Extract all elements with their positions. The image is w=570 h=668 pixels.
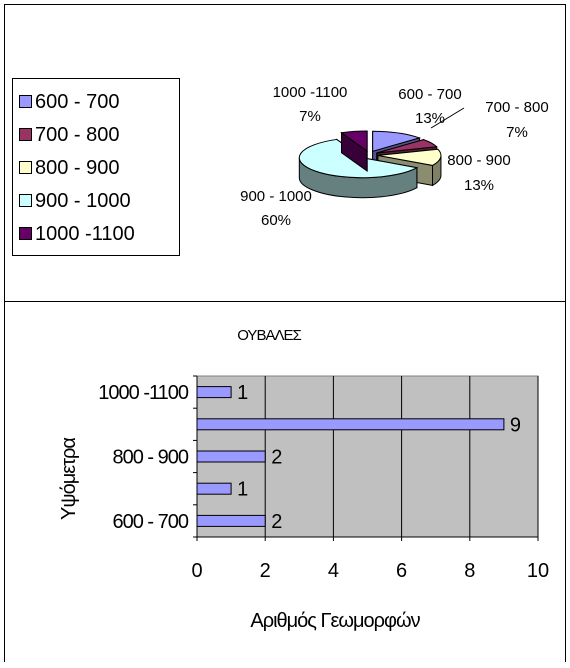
- x-axis-label: Αριθμός Γεωμορφών: [250, 610, 420, 632]
- pie-category-label: 800 - 900: [447, 152, 510, 169]
- y-tick-label: 600 - 700: [112, 511, 188, 533]
- y-tick-labels: 600 - 700 800 - 900 1000 -1100: [98, 382, 190, 533]
- legend-label: 700 - 800: [35, 123, 120, 146]
- pie-percent-label: 7%: [506, 124, 528, 141]
- pie-chart: 1000 -1100 7% 600 - 700 13% 700 - 800 7%…: [240, 84, 549, 229]
- slice-top: [377, 148, 442, 166]
- pie-category-label: 1000 -1100: [273, 84, 348, 101]
- x-tick-label: 4: [328, 560, 339, 582]
- slice-top: [376, 139, 438, 154]
- y-axis-label: Υψόμετρα: [58, 438, 80, 520]
- leader-line: [430, 107, 465, 129]
- pie-category-label: 700 - 800: [485, 99, 548, 116]
- pie-category-label: 600 - 700: [398, 86, 461, 103]
- pie-category-label: 900 - 1000: [240, 188, 312, 205]
- legend-label: 1000 -1100: [35, 222, 135, 245]
- legend-swatch: [19, 194, 32, 207]
- legend-swatch: [19, 161, 32, 174]
- data-label: 1: [237, 479, 248, 501]
- bar-chart: ΟΥΒΑΛΕΣ 2 1 2 9 1 0 2 4 6 8 10 600 - 700 800 - 900…: [58, 327, 549, 632]
- slice-top: [340, 130, 368, 153]
- data-label: 2: [271, 447, 282, 469]
- x-tick-label: 2: [260, 560, 271, 582]
- y-tick-label: 1000 -1100: [98, 382, 189, 404]
- legend-item: 600 - 700: [13, 85, 179, 118]
- x-tick-label: 0: [191, 560, 202, 582]
- data-label: 1: [237, 382, 248, 404]
- pie-slice: [340, 130, 368, 173]
- x-tick-label: 10: [527, 560, 549, 582]
- grid-lines: [264, 376, 539, 537]
- pie-slices: [298, 130, 442, 199]
- slice-top: [372, 130, 422, 152]
- x-tick-label: 8: [464, 560, 475, 582]
- legend-label: 900 - 1000: [35, 189, 131, 212]
- legend-item: 1000 -1100: [13, 217, 179, 250]
- bar: [196, 418, 505, 431]
- x-tick-labels: 0 2 4 6 8 10: [191, 560, 549, 582]
- pie-chart-panel: 600 - 700 700 - 800 800 - 900 900 - 1000…: [4, 4, 566, 302]
- bar: [196, 482, 232, 495]
- pie-legend: 600 - 700 700 - 800 800 - 900 900 - 1000…: [12, 78, 180, 256]
- data-label: 9: [510, 414, 521, 436]
- bar: [196, 514, 266, 527]
- data-labels: 2 1 2 9 1: [237, 382, 521, 533]
- pie-percent-label: 60%: [261, 212, 291, 229]
- bar: [196, 450, 266, 463]
- axes: [193, 375, 539, 541]
- legend-item: 800 - 900: [13, 151, 179, 184]
- legend-swatch: [19, 227, 32, 240]
- legend-item: 900 - 1000: [13, 184, 179, 217]
- pie-percent-label: 13%: [415, 110, 445, 127]
- x-tick-label: 6: [396, 560, 407, 582]
- legend-swatch: [19, 95, 32, 108]
- data-label: 2: [271, 511, 282, 533]
- legend-label: 800 - 900: [35, 156, 120, 179]
- chart-title: ΟΥΒΑΛΕΣ: [237, 327, 301, 344]
- legend-swatch: [19, 128, 32, 141]
- y-tick-label: 800 - 900: [112, 447, 188, 469]
- legend-label: 600 - 700: [35, 90, 120, 113]
- pie-percent-label: 13%: [464, 177, 494, 194]
- pie-percent-label: 7%: [299, 108, 321, 125]
- bar-chart-panel: ΟΥΒΑΛΕΣ 2 1 2 9 1 0 2 4 6 8 10 600 - 700 800 - 900…: [4, 301, 566, 662]
- legend-item: 700 - 800: [13, 118, 179, 151]
- bar: [196, 386, 232, 399]
